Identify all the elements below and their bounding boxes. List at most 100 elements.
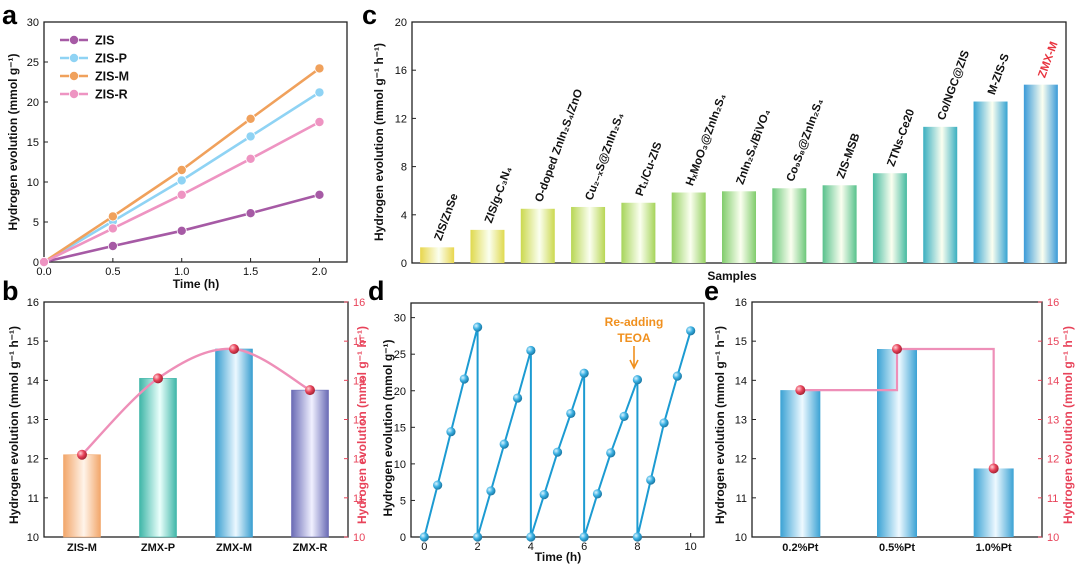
panel-a-legend-label: ZIS-R (95, 88, 128, 102)
panel-a-x-tick-label: 0.5 (105, 266, 120, 278)
panel-a-y-tick-label: 0 (33, 257, 39, 269)
panel-c-x-axis-label: Samples (707, 269, 757, 283)
panel-d-data-point (672, 371, 682, 381)
panel-d-data-point (632, 532, 643, 542)
panel-e-right-y-tick-label: 11 (1047, 493, 1058, 505)
panel-e-left-y-tick-label: 13 (735, 415, 747, 427)
panel-a-legend-swatch-marker (69, 35, 80, 46)
panel-d-y-tick-label: 20 (394, 386, 406, 398)
panel-a-chart: 0.0 0.5 1.0 1.5 2.0 0 5 10 15 20 25 30 ZIS ZIS-P ZIS-… (6, 17, 348, 291)
panel-b-x-tick-label: ZMX-R (293, 542, 328, 554)
panel-d-data-point (579, 532, 589, 542)
panel-a-data-point-zis-r (107, 223, 118, 234)
panel-c-bar (420, 247, 455, 263)
panel-a-data-point-zis-m (176, 164, 187, 175)
panel-d-data-point (433, 480, 443, 490)
panel-c-bar (872, 173, 907, 263)
panel-a-data-point-zis-m (107, 211, 118, 222)
panel-a-x-tick-label: 1.0 (174, 266, 189, 278)
panel-a-data-point-zis (314, 189, 325, 200)
panel-a-x-axis-label: Time (h) (173, 277, 219, 291)
panel-d-data-point (446, 427, 456, 437)
panel-d-data-point (472, 322, 483, 332)
panel-e-left-y-tick-label: 12 (735, 454, 747, 466)
panel-d-annotation-arrow (629, 346, 639, 370)
panel-d-annotation-line-2: TEOA (617, 331, 651, 345)
panel-a-legend-swatch-marker (69, 89, 80, 100)
panel-d-y-tick-label: 15 (394, 422, 406, 434)
panel-c-sample-label: HₓMoO₃@ZnIn₂S₄ (684, 92, 729, 187)
panel-e-left-y-tick-label: 11 (736, 493, 747, 505)
panel-b-right-axis-marker (77, 449, 87, 460)
panel-b-bar-zmx-p (139, 378, 177, 538)
panel-c-sample-label: Pt₁/Cu-ZIS (634, 140, 665, 198)
panel-label-b: b (2, 276, 19, 306)
panel-b-right-y-tick-label: 10 (353, 532, 365, 544)
panel-a-data-point-zis-r (245, 153, 256, 164)
panel-c-bar (973, 101, 1008, 263)
panel-b-left-y-tick-label: 14 (27, 375, 39, 387)
panel-d-x-tick-label: 10 (685, 541, 697, 553)
panel-c-bar (571, 206, 606, 263)
panel-c-sample-label: Cu₂₋ₓS@ZnIn₂S₄ (584, 111, 627, 202)
panel-a-y-tick-label: 10 (27, 177, 39, 189)
panel-a-x-tick-label: 2.0 (312, 266, 327, 278)
panel-a-data-point-zis (176, 225, 187, 236)
panel-b-left-y-tick-label: 13 (27, 415, 39, 427)
panel-b-right-axis-marker (305, 385, 315, 396)
panel-c-y-tick-label: 20 (395, 17, 407, 29)
panel-d-x-tick-label: 8 (634, 541, 640, 553)
panel-c-sample-label: Co/NGC@ZIS (936, 49, 972, 122)
panel-c-sample-label: O-doped ZnIn₂S₄/ZnO (533, 88, 585, 204)
panel-d-y-tick-label: 5 (400, 495, 406, 507)
panel-c-bar (520, 208, 555, 263)
panel-a-data-point-zis-p (176, 175, 187, 186)
panel-label-e: e (704, 276, 719, 306)
panel-b-x-tick-label: ZMX-M (216, 542, 252, 554)
panel-e-bar-10pt (973, 468, 1014, 537)
panel-e-bar-02pt (780, 390, 821, 537)
panel-c-bar (722, 191, 756, 263)
panel-d-y-tick-label: 25 (394, 349, 406, 361)
panel-d-data-point (686, 326, 696, 336)
panel-e-right-y-tick-label: 16 (1047, 297, 1059, 309)
panel-b-left-y-tick-label: 10 (27, 532, 39, 544)
panel-e-left-y-tick-label: 16 (735, 297, 747, 309)
panel-c-sample-label: ZIS/ZnSe (433, 192, 461, 242)
panel-e-right-axis-marker (795, 385, 806, 396)
panel-b-x-tick-label: ZIS-M (67, 542, 97, 554)
panel-a-legend-swatch-marker (69, 71, 80, 82)
panel-b-right-y-tick-label: 15 (353, 336, 365, 348)
panel-c-y-tick-label: 12 (395, 113, 407, 125)
panel-b-right-axis-marker (229, 344, 239, 354)
panel-a-data-point-zis-r (314, 117, 325, 128)
panel-label-c: c (362, 0, 377, 30)
panel-e-y-axis-label: Hydrogen evolution (mmol g⁻¹ h⁻¹) (713, 326, 727, 524)
panel-d-data-point (499, 439, 509, 449)
panel-label-a: a (2, 0, 18, 30)
panel-d-data-point (486, 486, 496, 496)
panel-e-right-y-tick-label: 14 (1047, 375, 1059, 387)
panel-d-annotation-line-1: Re-adding (605, 315, 664, 329)
panel-d-x-axis-label: Time (h) (535, 550, 581, 564)
panel-c-bar (621, 202, 656, 263)
panel-d-x-tick-label: 0 (421, 541, 427, 553)
panel-d-y-tick-label: 10 (394, 459, 406, 471)
panel-e-x-tick-label: 0.2%Pt (782, 542, 818, 554)
panel-c-y-tick-label: 16 (395, 65, 407, 77)
panel-b-right-y-tick-label: 14 (353, 375, 365, 387)
panel-c-bar (671, 192, 706, 263)
panel-d-data-point (619, 411, 629, 421)
panel-b-chart: 10 10 11 11 12 12 13 13 14 14 15 15 16 16 ZIS-M ZMX-P ZM… (7, 297, 369, 554)
panel-e-right-y-tick-label: 12 (1047, 454, 1059, 466)
panel-d-plot-frame (410, 302, 705, 538)
panel-e-right-y-axis-label: Hydrogen evolution (mmol g⁻¹ h⁻¹) (1061, 326, 1075, 524)
panel-a-y-tick-label: 5 (33, 217, 39, 229)
panel-a-legend-swatch-marker (69, 53, 80, 64)
panel-e-right-axis-marker (988, 463, 999, 474)
panel-a-legend-label: ZIS-P (95, 52, 127, 66)
panel-d-data-point (459, 374, 469, 384)
panel-a-y-tick-label: 30 (27, 17, 39, 29)
panel-c-y-tick-label: 8 (401, 162, 407, 174)
